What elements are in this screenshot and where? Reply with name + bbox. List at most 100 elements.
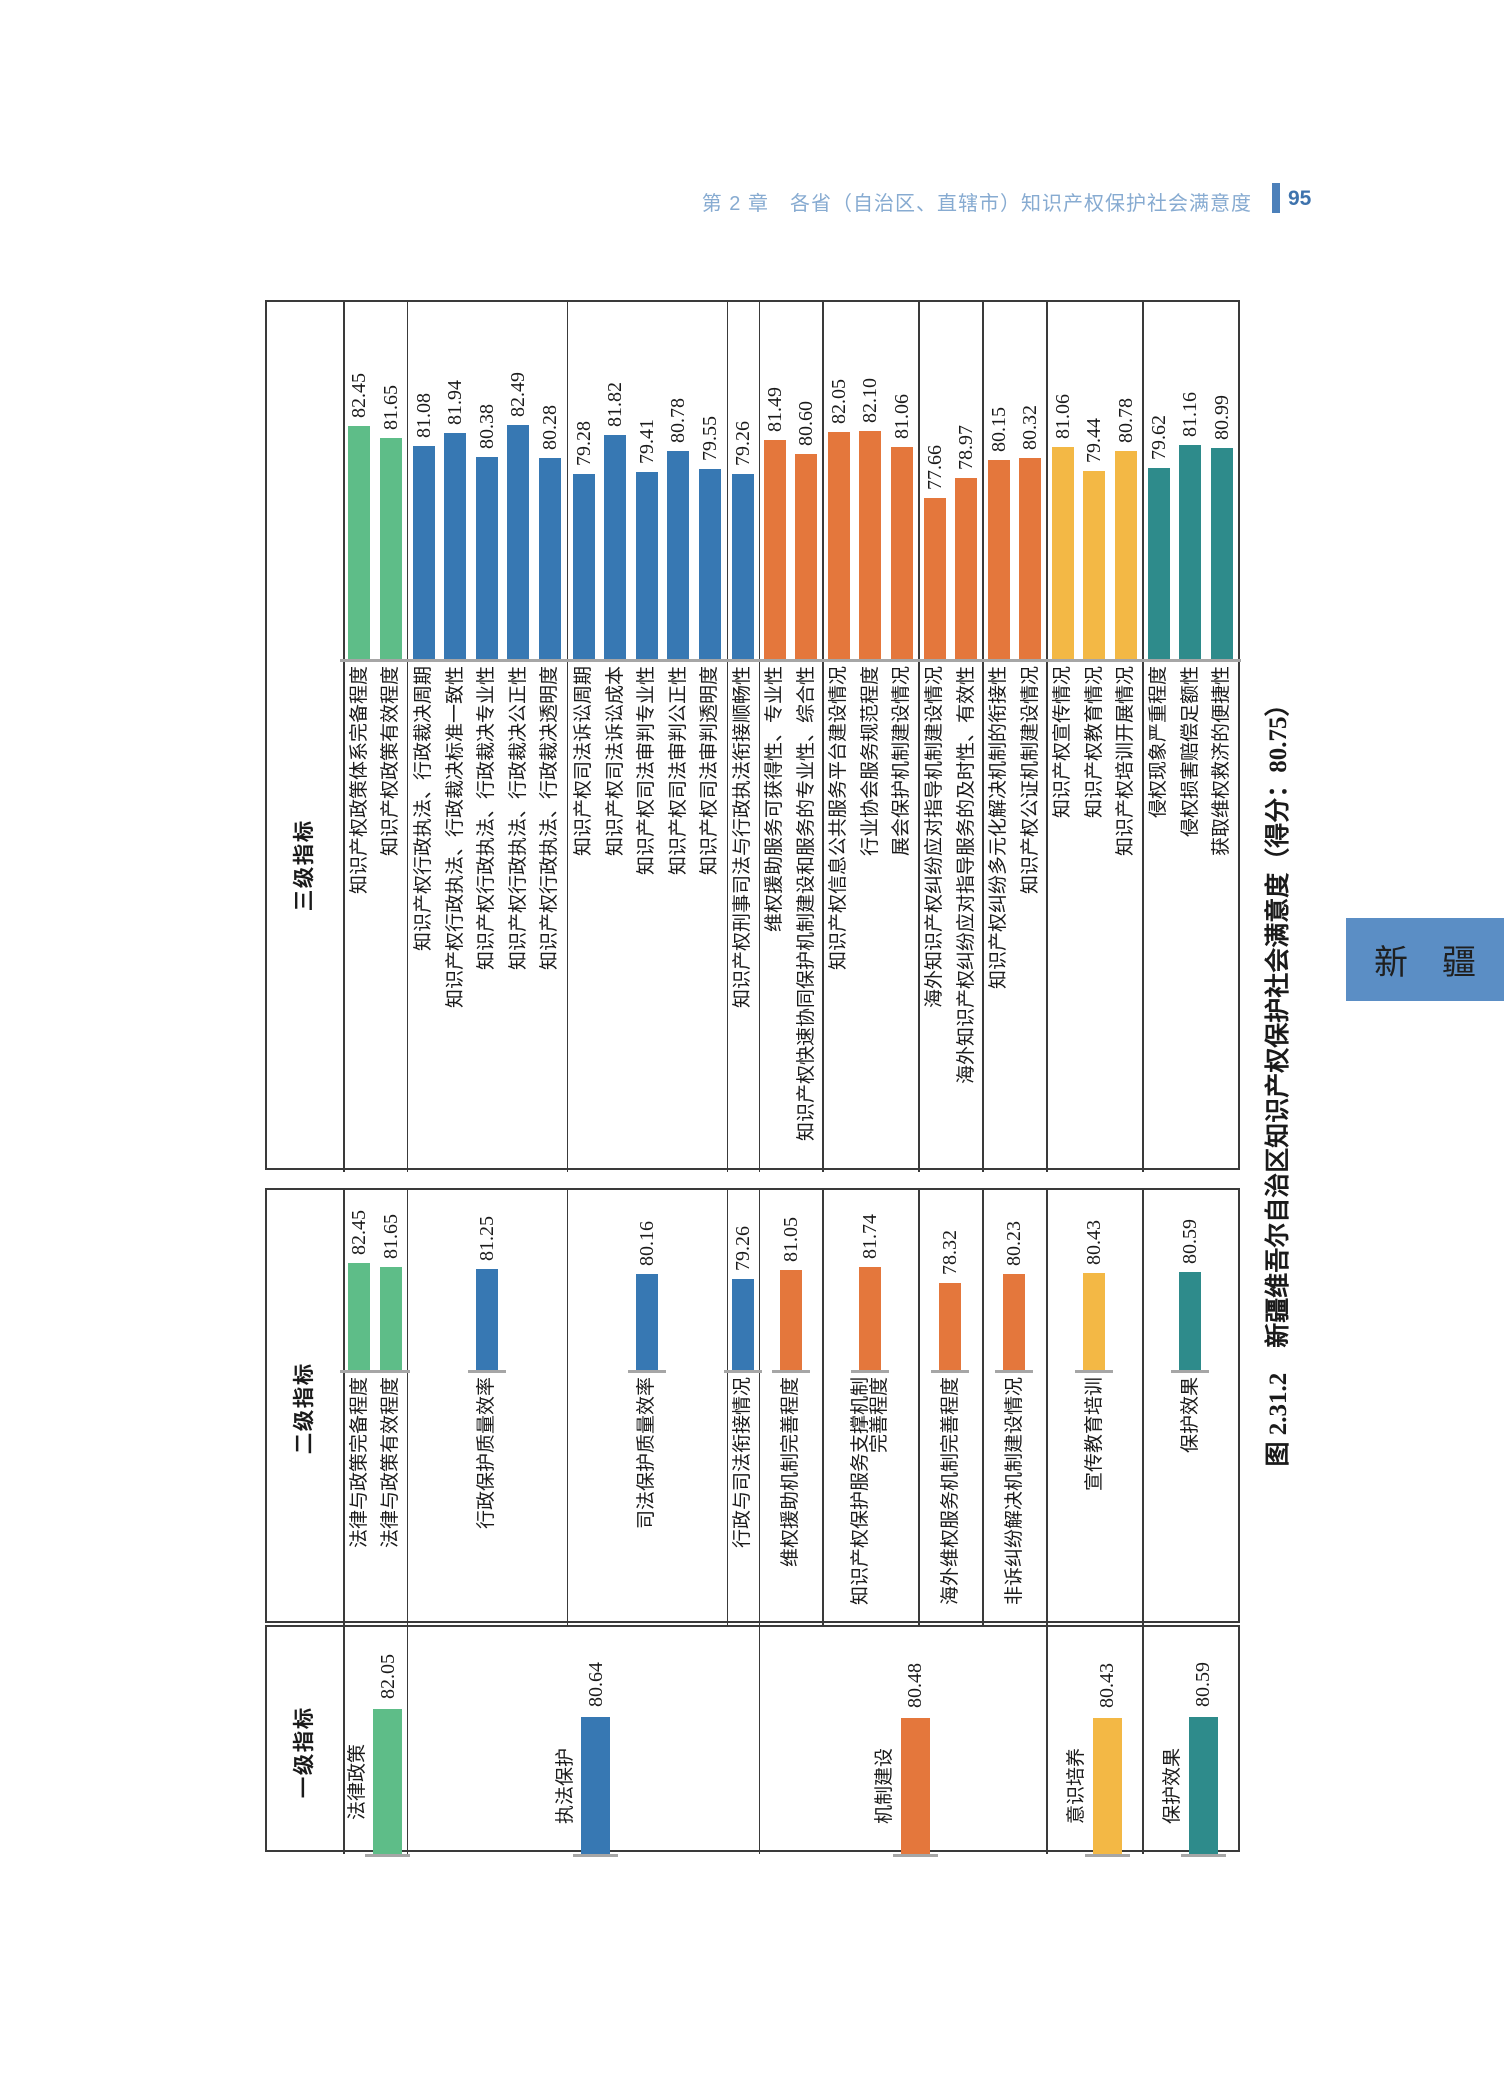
bar-value: 81.82 (604, 382, 627, 428)
baseline-tick (340, 659, 410, 662)
cell-divider (1142, 1190, 1144, 1625)
baseline-tick (1180, 1854, 1226, 1857)
bar-label: 知识产权教育情况 (1083, 666, 1105, 819)
cell-divider (1142, 1627, 1144, 1854)
baseline-tick (1139, 659, 1241, 662)
cell-divider (566, 1190, 569, 1625)
baseline-tick (979, 659, 1049, 662)
cell-divider (1046, 1190, 1048, 1625)
bar-value: 81.06 (1051, 393, 1074, 439)
bar-value: 80.15 (987, 407, 1010, 453)
bar-value: 79.41 (635, 418, 658, 464)
bar-value: 81.16 (1179, 392, 1202, 438)
bar-value: 77.66 (923, 445, 946, 491)
baseline-tick (627, 1370, 666, 1373)
bar-value: 79.55 (698, 416, 721, 462)
cell-divider (822, 1190, 824, 1625)
bar (827, 431, 850, 659)
bar (348, 1263, 371, 1370)
cell-divider (918, 302, 920, 1172)
cell-divider (822, 302, 824, 1172)
baseline-tick (564, 659, 729, 662)
bar (373, 1709, 403, 1854)
bar-label: 知识产权培训开展情况 (1115, 666, 1137, 857)
cell-divider (1046, 302, 1048, 1172)
bar-value: 79.44 (1083, 418, 1106, 464)
bar (859, 430, 882, 659)
baseline-tick (723, 659, 762, 662)
bar-label: 法律与政策有效程度 (380, 1377, 402, 1549)
province-tab-label: 新 疆 (1374, 944, 1476, 982)
bar-value: 81.94 (444, 380, 467, 426)
bar-value: 81.65 (379, 1214, 402, 1260)
bar (475, 1269, 498, 1370)
bar-value: 81.25 (475, 1216, 498, 1262)
baseline-tick (819, 659, 921, 662)
bar-label: 知识产权纠纷多元化解决机制的衔接性 (988, 666, 1009, 990)
baseline-tick (1171, 1370, 1210, 1373)
bar-label: 司法保护质量效率 (636, 1377, 658, 1530)
bar (1003, 1273, 1026, 1370)
bar-label: 意识培养 (1066, 1748, 1088, 1825)
bar (635, 471, 658, 659)
province-tab: 新 疆 (1346, 918, 1504, 1001)
bar (698, 469, 721, 659)
bar-label: 机制建设 (874, 1747, 896, 1824)
bar-label: 知识产权司法审判透明度 (699, 666, 721, 876)
bar-value: 80.78 (1114, 397, 1137, 443)
bar-value: 80.60 (795, 400, 818, 446)
bar-value: 80.38 (475, 403, 498, 449)
cell-divider (406, 1627, 409, 1854)
page-number: 95 (1288, 187, 1312, 210)
cell-divider (406, 1190, 409, 1625)
bar (1051, 446, 1074, 659)
bar-label: 知识产权信息公共服务平台建设情况 (828, 666, 850, 971)
bar-value: 82.05 (827, 378, 850, 424)
bar (1083, 1272, 1106, 1370)
bar (795, 453, 818, 659)
bar-label: 知识产权行政执法、行政裁决透明度 (539, 666, 561, 971)
bar (604, 435, 627, 659)
bar-label: 侵权现象严重程度 (1148, 666, 1170, 819)
bar (444, 433, 467, 659)
bar (581, 1717, 611, 1854)
bar-label: 海外知识产权纠纷应对指导服务的及时性、有效性 (955, 666, 977, 1085)
bar (731, 1278, 754, 1370)
bar-value: 80.99 (1210, 394, 1233, 440)
cell-divider (726, 1190, 729, 1625)
bar-value: 80.43 (1096, 1663, 1119, 1709)
bar (890, 446, 913, 659)
bar (348, 425, 371, 659)
cell-divider (918, 1190, 920, 1625)
bar-value: 82.45 (348, 372, 371, 418)
bar-value: 80.16 (635, 1221, 658, 1267)
chapter-header-title: 第 2 章 各省（自治区、直辖市）知识产权保护社会满意度 (701, 193, 1252, 215)
cell-divider (1046, 1627, 1048, 1854)
baseline-tick (771, 1370, 810, 1373)
bar (412, 446, 435, 659)
bar-value: 82.05 (376, 1654, 399, 1700)
bar (763, 440, 786, 659)
bar-value: 78.97 (955, 425, 978, 471)
bar-value: 80.78 (667, 397, 690, 443)
bar (1188, 1717, 1218, 1854)
bar (1147, 468, 1170, 659)
bar-label: 法律政策 (346, 1743, 368, 1820)
bar-label: 知识产权快速协同保护机制建设和服务的专业性、综合性 (795, 666, 817, 1142)
bar-value: 79.28 (572, 420, 595, 466)
bar-label: 知识产权司法诉讼周期 (573, 666, 595, 857)
bar-label: 行政保护质量效率 (476, 1377, 498, 1530)
bar-label: 侵权损害赔偿足额性 (1179, 666, 1201, 838)
baseline-tick (1084, 1854, 1130, 1857)
bar-value: 80.32 (1019, 404, 1041, 450)
cell-divider (758, 302, 761, 1172)
bar (900, 1717, 930, 1854)
bar-label: 海外维权服务机制完善程度 (939, 1377, 961, 1606)
bar-label: 知识产权公证机制建设情况 (1019, 666, 1041, 895)
bar-label: 非诉纠纷解决机制建设情况 (1003, 1377, 1025, 1606)
bar-label: 行业协会服务规范程度 (859, 666, 881, 857)
bar (1092, 1718, 1122, 1854)
header-accent-bar (1272, 183, 1280, 213)
bar-value: 82.49 (507, 372, 530, 418)
bar-value: 82.10 (859, 377, 882, 423)
